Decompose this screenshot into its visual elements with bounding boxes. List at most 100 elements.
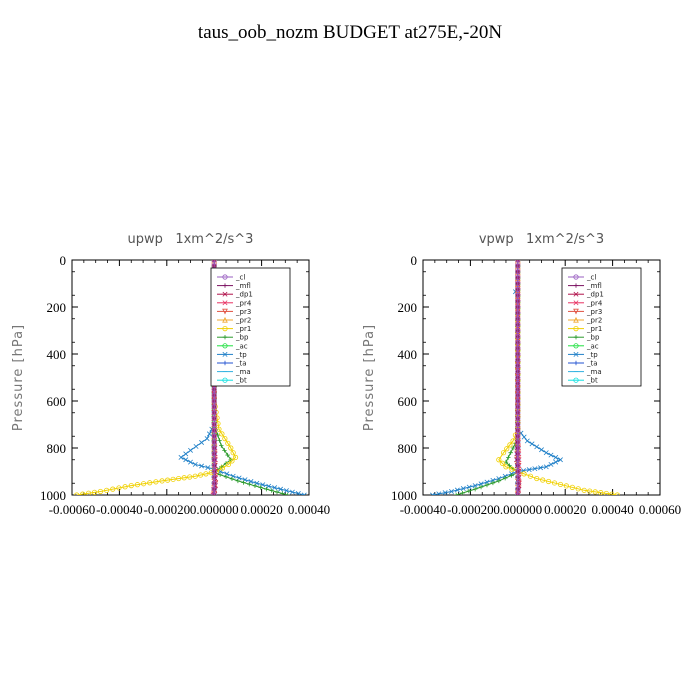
data-point bbox=[454, 487, 460, 493]
data-point bbox=[515, 421, 521, 428]
data-point bbox=[211, 451, 217, 457]
data-point bbox=[614, 492, 620, 495]
data-point bbox=[515, 457, 521, 463]
data-point bbox=[222, 274, 228, 280]
data-point bbox=[252, 483, 258, 489]
data-point bbox=[553, 459, 559, 465]
data-point bbox=[280, 491, 285, 495]
y-tick-label: 800 bbox=[47, 441, 67, 456]
legend-label: _pr2 bbox=[586, 317, 602, 325]
data-point bbox=[222, 448, 227, 453]
legend-label: _bp bbox=[235, 334, 249, 342]
data-point bbox=[85, 490, 92, 495]
data-point bbox=[515, 345, 521, 351]
data-point bbox=[515, 280, 521, 287]
data-point bbox=[247, 481, 252, 487]
x-tick-label: 0.00040 bbox=[591, 502, 633, 517]
legend-item-tp: _tp bbox=[568, 351, 598, 359]
series-cl bbox=[515, 260, 521, 495]
data-point bbox=[466, 484, 472, 490]
data-point bbox=[460, 490, 465, 495]
data-point bbox=[211, 427, 217, 433]
legend-label: _pr2 bbox=[235, 317, 251, 325]
data-point bbox=[532, 466, 538, 472]
data-point bbox=[592, 489, 598, 495]
data-point bbox=[573, 316, 579, 323]
data-point bbox=[225, 461, 232, 468]
data-point bbox=[484, 479, 490, 485]
legend-item-mfl: _mfl bbox=[568, 282, 602, 290]
data-point bbox=[211, 260, 217, 263]
series-area bbox=[429, 260, 620, 495]
data-point bbox=[204, 436, 210, 442]
data-point bbox=[188, 447, 193, 453]
legend: _cl_mfl_dp1_pr4_pr3_pr2_pr1_bp_ac_tp_ta_… bbox=[210, 267, 291, 387]
data-point bbox=[466, 488, 472, 494]
data-point bbox=[183, 457, 189, 463]
data-point bbox=[178, 454, 184, 460]
legend-label: _ta bbox=[235, 360, 247, 368]
data-point bbox=[478, 481, 484, 487]
data-point bbox=[460, 486, 466, 492]
data-point bbox=[515, 327, 521, 334]
data-point bbox=[217, 472, 223, 477]
data-point bbox=[211, 416, 217, 422]
data-point bbox=[515, 292, 521, 298]
legend-label: _pr3 bbox=[586, 308, 602, 316]
data-point bbox=[229, 476, 235, 482]
legend-item-ma: _ma bbox=[568, 368, 602, 376]
data-point bbox=[573, 291, 579, 297]
data-point bbox=[573, 308, 579, 315]
legend-item-pr4: _pr4 bbox=[217, 299, 252, 307]
data-point bbox=[153, 479, 159, 485]
data-point bbox=[211, 439, 217, 445]
legend-item-ac: _ac bbox=[217, 342, 248, 350]
data-point bbox=[510, 438, 516, 444]
x-tick-label: 0.00020 bbox=[544, 502, 586, 517]
data-point bbox=[188, 459, 193, 465]
data-point bbox=[472, 483, 478, 489]
data-point bbox=[509, 473, 514, 478]
data-point bbox=[295, 491, 301, 495]
legend-item-ma: _ma bbox=[217, 368, 251, 376]
data-point bbox=[176, 475, 182, 482]
data-point bbox=[134, 482, 141, 488]
data-point bbox=[140, 481, 147, 487]
data-point bbox=[264, 486, 269, 492]
data-point bbox=[478, 484, 484, 490]
data-point bbox=[573, 377, 579, 383]
data-point bbox=[116, 485, 122, 491]
data-point bbox=[524, 438, 530, 444]
legend-label: _cl bbox=[586, 274, 596, 282]
data-point bbox=[515, 275, 521, 281]
data-point bbox=[503, 464, 509, 470]
data-point bbox=[515, 492, 521, 495]
data-point bbox=[258, 485, 263, 490]
data-point bbox=[484, 482, 490, 488]
data-point bbox=[548, 452, 554, 458]
data-point bbox=[527, 473, 534, 479]
legend-item-pr2: _pr2 bbox=[217, 317, 251, 325]
data-point bbox=[515, 398, 521, 404]
legend-item-cl: _cl bbox=[217, 274, 245, 282]
data-point bbox=[515, 339, 521, 345]
series-bp bbox=[453, 260, 520, 495]
data-point bbox=[206, 431, 212, 437]
legend-item-bp: _bp bbox=[217, 334, 249, 342]
data-point bbox=[603, 490, 609, 495]
data-point bbox=[521, 434, 527, 440]
data-point bbox=[232, 454, 239, 460]
legend-item-mfl: _mfl bbox=[217, 282, 251, 290]
data-point bbox=[97, 488, 104, 495]
data-point bbox=[285, 492, 290, 495]
data-point bbox=[521, 471, 527, 477]
data-point bbox=[211, 398, 217, 404]
data-point bbox=[181, 475, 187, 481]
data-point bbox=[260, 482, 266, 488]
data-point bbox=[222, 325, 228, 332]
data-point bbox=[211, 474, 217, 480]
data-point bbox=[515, 392, 521, 398]
y-tick-label: 0 bbox=[411, 253, 418, 268]
chart-panel-1: upwp 1xm^2/s^3 Pressure [hPa] 0 200 400 600 80… bbox=[11, 232, 330, 517]
data-point bbox=[104, 487, 110, 493]
